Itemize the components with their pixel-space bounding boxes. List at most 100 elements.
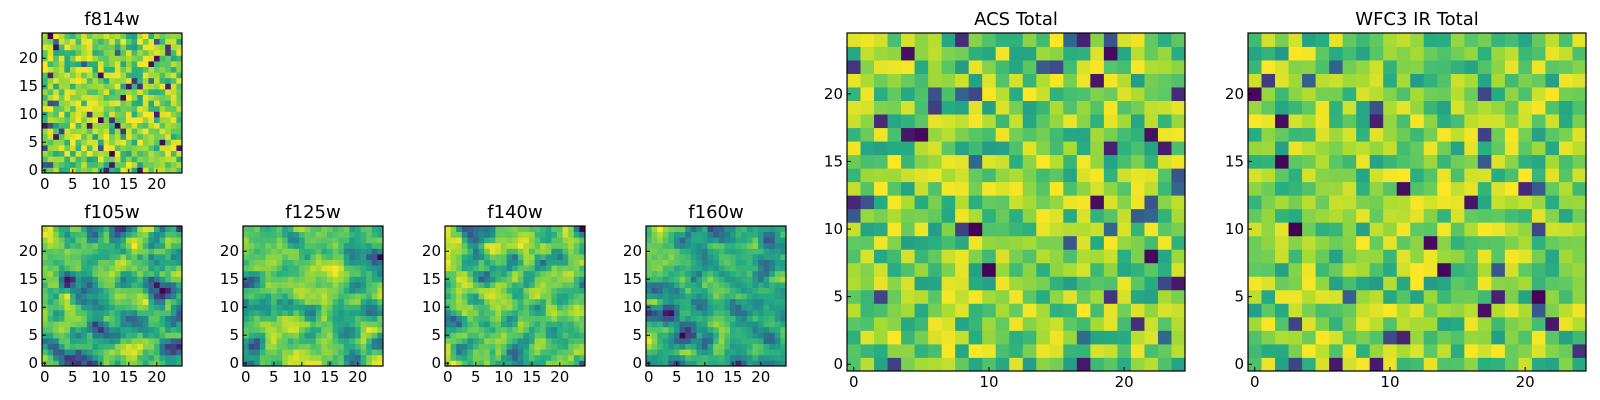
heatmap-cell bbox=[1423, 208, 1438, 223]
heatmap-cell bbox=[1504, 235, 1519, 250]
heatmap-cell bbox=[1477, 357, 1492, 372]
heatmap-cell bbox=[914, 357, 929, 372]
heatmap-cell bbox=[170, 237, 177, 244]
heatmap-cell bbox=[713, 237, 720, 244]
heatmap-cell bbox=[86, 304, 93, 311]
heatmap-cell bbox=[75, 343, 82, 350]
heatmap-cell bbox=[1009, 249, 1024, 264]
heatmap-cell bbox=[1261, 316, 1276, 331]
heatmap-cell bbox=[1315, 316, 1330, 331]
heatmap-cell bbox=[780, 304, 787, 311]
heatmap-cell bbox=[707, 226, 714, 232]
heatmap-cell bbox=[1437, 222, 1452, 237]
heatmap-cell bbox=[769, 254, 776, 260]
heatmap-cell bbox=[126, 259, 132, 266]
heatmap-cell bbox=[304, 242, 311, 249]
heatmap-cell bbox=[315, 338, 322, 344]
heatmap-cell bbox=[360, 304, 367, 311]
heatmap-cell bbox=[874, 154, 888, 169]
heatmap-cell bbox=[58, 83, 65, 90]
heatmap-cell bbox=[75, 237, 82, 244]
heatmap-cell bbox=[1437, 343, 1452, 358]
heatmap-cell bbox=[780, 321, 787, 328]
heatmap-cell bbox=[746, 326, 753, 333]
heatmap-cell bbox=[847, 127, 861, 142]
heatmap-cell bbox=[176, 304, 183, 311]
heatmap-cell bbox=[860, 343, 875, 358]
heatmap-cell bbox=[501, 332, 507, 339]
heatmap-cell bbox=[176, 254, 183, 260]
heatmap-cell bbox=[506, 332, 513, 339]
heatmap-cell bbox=[64, 259, 71, 266]
heatmap-cell bbox=[1518, 235, 1533, 250]
heatmap-cell bbox=[662, 242, 669, 249]
heatmap-cell bbox=[64, 349, 71, 356]
heatmap-cell bbox=[114, 111, 121, 118]
heatmap-cell bbox=[696, 226, 703, 232]
heatmap-cell bbox=[343, 282, 350, 288]
heatmap-cell bbox=[360, 231, 367, 238]
heatmap-cell bbox=[1491, 154, 1506, 169]
heatmap-cell bbox=[1423, 330, 1438, 345]
heatmap-cell bbox=[371, 231, 378, 238]
heatmap-cell bbox=[92, 332, 99, 339]
heatmap-cell bbox=[887, 195, 902, 210]
heatmap-cell bbox=[718, 237, 725, 244]
heatmap-cell bbox=[746, 254, 753, 260]
heatmap-cell bbox=[81, 282, 88, 288]
heatmap-cell bbox=[685, 315, 692, 322]
heatmap-cell bbox=[1572, 168, 1587, 183]
heatmap-cell bbox=[1423, 73, 1438, 88]
heatmap-cell bbox=[968, 33, 983, 47]
heatmap-cell bbox=[1558, 316, 1573, 331]
heatmap-cell bbox=[679, 287, 686, 294]
heatmap-cell bbox=[154, 44, 160, 51]
heatmap-cell bbox=[1022, 222, 1037, 237]
heatmap-cell bbox=[456, 304, 463, 311]
heatmap-cell bbox=[702, 259, 708, 266]
heatmap-cell bbox=[445, 298, 451, 305]
heatmap-cell bbox=[1369, 316, 1384, 331]
heatmap-cell bbox=[1157, 249, 1172, 264]
heatmap-cell bbox=[98, 287, 104, 294]
heatmap-cell bbox=[1572, 357, 1587, 372]
heatmap-cell bbox=[982, 168, 997, 183]
heatmap-cell bbox=[763, 310, 770, 316]
heatmap-cell bbox=[176, 77, 183, 84]
heatmap-cell bbox=[1531, 276, 1546, 291]
heatmap-cell bbox=[562, 242, 569, 249]
heatmap-cell bbox=[847, 181, 861, 196]
heatmap-cell bbox=[968, 127, 983, 142]
heatmap-cell bbox=[315, 254, 322, 260]
y-tick-label: 0 bbox=[431, 354, 441, 372]
heatmap-cell bbox=[327, 315, 333, 322]
heatmap-cell bbox=[377, 237, 384, 244]
heatmap-cell bbox=[137, 44, 144, 51]
heatmap-cell bbox=[735, 332, 742, 339]
heatmap-cell bbox=[730, 254, 736, 260]
heatmap-cell bbox=[310, 259, 317, 266]
heatmap-cell bbox=[887, 181, 902, 196]
heatmap-cell bbox=[696, 276, 703, 283]
heatmap-cell bbox=[137, 156, 144, 163]
heatmap-cell bbox=[81, 161, 88, 168]
heatmap-cell bbox=[120, 38, 127, 45]
heatmap-cell bbox=[995, 73, 1010, 88]
heatmap-cell bbox=[299, 315, 305, 322]
heatmap-cell bbox=[696, 259, 703, 266]
heatmap-cell bbox=[467, 360, 474, 367]
heatmap-cell bbox=[662, 326, 669, 333]
y-tick-label: 5 bbox=[229, 326, 239, 344]
heatmap-cell bbox=[47, 145, 54, 151]
heatmap-cell bbox=[662, 287, 669, 294]
heatmap-cell bbox=[1464, 60, 1479, 74]
heatmap-cell bbox=[741, 338, 748, 344]
heatmap-cell bbox=[355, 338, 361, 344]
heatmap-cell bbox=[506, 276, 513, 283]
y-tick-label: 20 bbox=[1225, 85, 1244, 103]
heatmap-cell bbox=[137, 38, 144, 45]
heatmap-cell bbox=[154, 83, 160, 90]
heatmap-cell bbox=[165, 226, 172, 232]
heatmap-cell bbox=[696, 360, 703, 367]
